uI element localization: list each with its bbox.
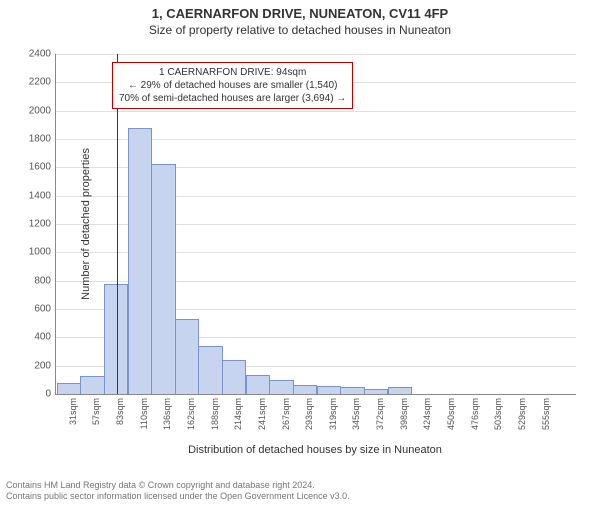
annotation-box: 1 CAERNARFON DRIVE: 94sqm← 29% of detach…: [112, 62, 353, 109]
footer-line2: Contains public sector information licen…: [6, 491, 350, 502]
y-axis-label: Number of detached properties: [80, 148, 92, 300]
footer-attribution: Contains HM Land Registry data © Crown c…: [6, 480, 350, 503]
histogram-bar: [317, 386, 341, 394]
annotation-line: 1 CAERNARFON DRIVE: 94sqm: [119, 66, 346, 79]
histogram-bar: [175, 319, 199, 394]
annotation-line: ← 29% of detached houses are smaller (1,…: [119, 79, 346, 92]
xtick-label: 503sqm: [493, 398, 503, 430]
xtick-label: 555sqm: [541, 398, 551, 430]
ytick-label: 1000: [29, 247, 51, 258]
xtick-label: 110sqm: [139, 398, 149, 429]
histogram-bar: [104, 284, 128, 394]
xtick-label: 398sqm: [399, 398, 409, 430]
ytick-label: 0: [45, 389, 51, 400]
histogram-bar: [246, 375, 270, 394]
histogram-bar: [388, 387, 412, 394]
ytick-label: 1800: [29, 134, 51, 145]
histogram-bar: [222, 360, 246, 394]
gridline: [56, 54, 576, 55]
xtick-label: 476sqm: [470, 398, 480, 430]
histogram-bar: [269, 380, 293, 394]
xtick-label: 319sqm: [328, 398, 338, 430]
ytick-label: 2400: [29, 49, 51, 60]
annotation-line: 70% of semi-detached houses are larger (…: [119, 92, 346, 105]
xtick-label: 188sqm: [210, 398, 220, 430]
ytick-label: 2000: [29, 105, 51, 116]
histogram-bar: [364, 389, 388, 394]
ytick-label: 1400: [29, 190, 51, 201]
histogram-bar: [151, 164, 175, 395]
xtick-label: 214sqm: [233, 398, 243, 430]
xtick-label: 267sqm: [281, 398, 291, 430]
xtick-label: 162sqm: [186, 398, 196, 430]
xtick-label: 136sqm: [162, 398, 172, 430]
xtick-label: 424sqm: [422, 398, 432, 430]
xtick-label: 241sqm: [257, 398, 267, 430]
plot-area: 0200400600800100012001400160018002000220…: [55, 54, 576, 395]
histogram-bar: [340, 387, 364, 394]
xtick-label: 293sqm: [304, 398, 314, 430]
histogram-bar: [57, 383, 81, 394]
xtick-label: 372sqm: [375, 398, 385, 430]
xtick-label: 83sqm: [115, 398, 125, 425]
ytick-label: 200: [34, 360, 51, 371]
chart-container: 0200400600800100012001400160018002000220…: [55, 54, 575, 394]
xtick-label: 31sqm: [68, 398, 78, 425]
ytick-label: 800: [34, 275, 51, 286]
chart-title: 1, CAERNARFON DRIVE, NUNEATON, CV11 4FP: [0, 6, 600, 21]
ytick-label: 1200: [29, 219, 51, 230]
ytick-label: 1600: [29, 162, 51, 173]
xtick-label: 529sqm: [517, 398, 527, 430]
x-axis-label: Distribution of detached houses by size …: [188, 444, 442, 456]
ytick-label: 400: [34, 332, 51, 343]
xtick-label: 57sqm: [91, 398, 101, 425]
histogram-bar: [80, 376, 104, 394]
xtick-label: 450sqm: [446, 398, 456, 430]
histogram-bar: [293, 385, 317, 395]
chart-subtitle: Size of property relative to detached ho…: [0, 23, 600, 37]
histogram-bar: [198, 346, 222, 394]
footer-line1: Contains HM Land Registry data © Crown c…: [6, 480, 350, 491]
xtick-label: 345sqm: [351, 398, 361, 430]
histogram-bar: [128, 128, 152, 394]
ytick-label: 2200: [29, 77, 51, 88]
ytick-label: 600: [34, 304, 51, 315]
gridline: [56, 111, 576, 112]
